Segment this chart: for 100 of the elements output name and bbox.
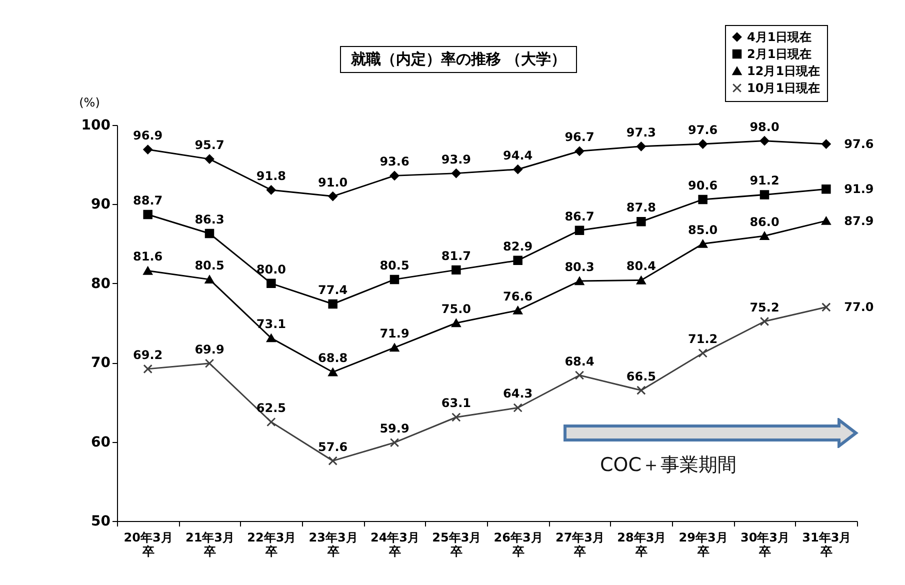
data-label: 64.3	[503, 386, 533, 401]
point	[636, 217, 646, 226]
point	[204, 275, 214, 284]
data-label: 86.3	[194, 212, 224, 227]
point	[328, 456, 338, 466]
data-label: 71.9	[380, 326, 410, 341]
point	[143, 144, 152, 154]
data-label: 81.7	[441, 248, 471, 263]
y-tick-label: 80	[91, 276, 111, 292]
point	[143, 210, 152, 220]
point	[760, 190, 770, 200]
data-label: 57.6	[318, 440, 348, 454]
legend-label: 10月1日現在	[747, 81, 820, 95]
point	[822, 302, 831, 312]
data-label: 82.9	[503, 239, 533, 254]
data-label: 94.4	[503, 148, 533, 162]
point	[204, 358, 214, 368]
point	[698, 139, 708, 149]
point	[513, 256, 522, 266]
point	[822, 139, 831, 149]
point	[760, 316, 770, 326]
data-label: 91.9	[844, 182, 874, 196]
point	[390, 438, 400, 448]
point	[328, 299, 338, 309]
x-tick-label: 24年3月卒	[370, 530, 420, 558]
data-label: 98.0	[750, 120, 780, 134]
data-label: 87.8	[626, 200, 656, 215]
data-label: 75.0	[441, 302, 471, 316]
data-label: 73.1	[256, 317, 286, 332]
data-label: 80.5	[194, 258, 224, 272]
data-label: 91.8	[256, 168, 286, 183]
point	[760, 232, 770, 240]
point	[822, 184, 831, 194]
data-label: 68.4	[564, 354, 594, 368]
data-label: 69.9	[194, 342, 224, 356]
x-tick-label: 31年3月卒	[802, 530, 852, 558]
x-tick-label: 26年3月卒	[494, 530, 543, 558]
point	[266, 278, 276, 288]
point	[328, 368, 338, 376]
point	[574, 370, 584, 380]
point	[390, 274, 400, 284]
data-label: 62.5	[256, 401, 286, 415]
point	[760, 136, 770, 146]
point	[266, 185, 276, 195]
point	[822, 216, 831, 225]
y-tick-label: 100	[81, 118, 111, 134]
legend-label: 4月1日現在	[747, 30, 812, 44]
data-label: 69.2	[133, 348, 163, 362]
data-label: 77.4	[318, 282, 348, 297]
point	[698, 348, 708, 358]
x-tick-label: 29年3月卒	[678, 530, 728, 558]
y-tick-label: 90	[91, 196, 111, 213]
data-label: 71.2	[688, 332, 718, 346]
point	[390, 171, 400, 180]
data-label: 90.6	[688, 178, 718, 192]
point	[574, 226, 584, 235]
point	[452, 318, 461, 328]
point	[452, 412, 461, 422]
point	[698, 240, 708, 248]
point	[143, 364, 152, 374]
y-tick-label: 70	[91, 355, 111, 372]
y-tick-label: 60	[91, 434, 111, 450]
data-label: 80.0	[256, 262, 286, 276]
data-label: 87.9	[844, 214, 874, 228]
chart-title: 就職（内定）率の推移 （大学）	[340, 46, 578, 73]
data-label: 66.5	[626, 369, 656, 384]
data-label: 77.0	[844, 300, 874, 314]
y-axis-title: (%)	[79, 96, 100, 110]
point	[636, 386, 646, 395]
point	[452, 265, 461, 275]
data-label: 76.6	[503, 289, 533, 304]
point	[513, 306, 522, 314]
legend-label: 2月1日現在	[747, 47, 812, 61]
x-tick-label: 27年3月卒	[555, 530, 605, 558]
point	[266, 417, 276, 427]
y-tick-label: 50	[91, 514, 111, 530]
legend-label: 12月1日現在	[747, 64, 820, 78]
point	[204, 228, 214, 238]
x-tick-label: 30年3月卒	[740, 530, 790, 558]
data-label: 86.0	[750, 214, 780, 229]
point	[452, 168, 461, 178]
data-label: 80.5	[380, 258, 410, 272]
point	[328, 192, 338, 201]
data-label: 68.8	[318, 351, 348, 366]
data-label: 86.7	[564, 209, 594, 224]
data-label: 63.1	[441, 396, 471, 410]
data-label: 80.3	[564, 260, 594, 274]
point	[574, 146, 584, 156]
data-label: 85.0	[688, 222, 718, 237]
data-label: 88.7	[133, 193, 163, 208]
data-label: 93.6	[380, 154, 410, 169]
data-label: 96.7	[564, 130, 594, 144]
data-label: 80.4	[626, 259, 656, 274]
x-tick-label: 20年3月卒	[124, 530, 173, 558]
point	[143, 266, 152, 275]
data-label: 97.3	[626, 125, 656, 140]
point	[513, 403, 522, 412]
data-label: 95.7	[194, 138, 224, 152]
point	[390, 343, 400, 352]
data-label: 91.2	[750, 174, 780, 188]
